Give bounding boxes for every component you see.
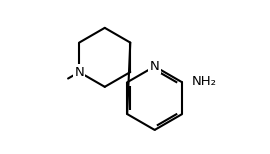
Text: N: N (74, 66, 84, 79)
Text: N: N (150, 60, 160, 73)
Text: NH₂: NH₂ (192, 75, 217, 88)
